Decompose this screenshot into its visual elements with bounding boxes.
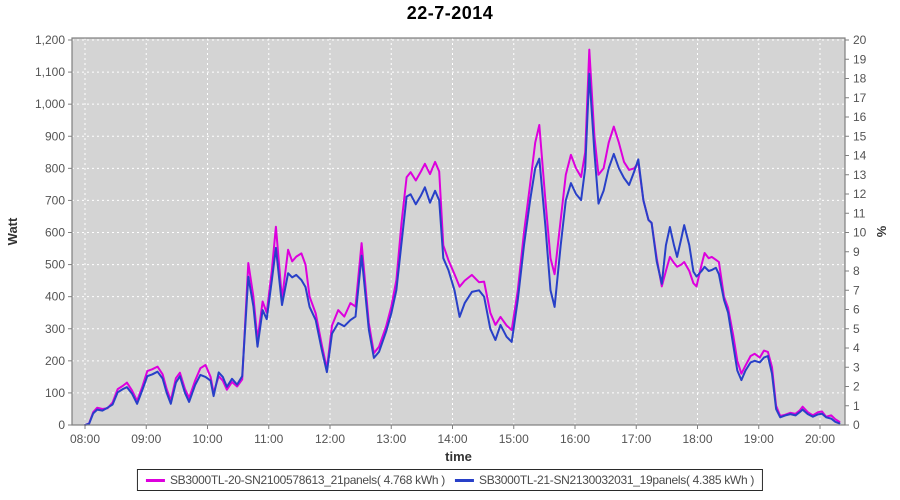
svg-text:5: 5 [853,322,860,336]
svg-text:19:00: 19:00 [744,432,774,446]
svg-text:20:00: 20:00 [805,432,835,446]
axis-ticks [68,39,849,429]
svg-text:17: 17 [853,91,867,105]
svg-text:500: 500 [45,258,65,272]
svg-text:1: 1 [853,399,860,413]
svg-text:15:00: 15:00 [499,432,529,446]
svg-text:0: 0 [853,418,860,432]
svg-text:6: 6 [853,303,860,317]
svg-text:14: 14 [853,149,867,163]
svg-text:13:00: 13:00 [376,432,406,446]
plot-border [71,37,846,426]
gridlines [72,38,845,425]
axis-titles: Watt time% [5,217,889,464]
legend-item-series1: SB3000TL-20-SN2100578613_21panels( 4.768… [145,473,445,487]
y-axis-title-left: Watt [5,217,20,245]
svg-text:100: 100 [45,386,65,400]
svg-text:12: 12 [853,187,867,201]
svg-text:20: 20 [853,33,867,47]
svg-text:800: 800 [45,161,65,175]
svg-text:14:00: 14:00 [437,432,467,446]
series-line-2 [84,72,841,426]
svg-text:900: 900 [45,129,65,143]
svg-text:300: 300 [45,322,65,336]
legend: SB3000TL-20-SN2100578613_21panels( 4.768… [136,469,764,491]
series1-color-swatch [145,478,165,482]
svg-text:16: 16 [853,110,867,124]
series2-color-swatch [455,478,474,482]
series-lines [84,48,841,426]
svg-text:3: 3 [853,360,860,374]
chart-title: 22-7-2014 [406,3,494,23]
svg-text:600: 600 [45,226,65,240]
legend-item-series2: SB3000TL-21-SN2130032031_19panels( 4.385… [455,473,754,487]
svg-text:18: 18 [853,72,867,86]
svg-text:16:00: 16:00 [560,432,590,446]
plot-background [72,38,845,425]
svg-text:9: 9 [853,245,860,259]
axis-tick-labels: 01002003004005006007008009001,0001,1001,… [35,33,867,446]
svg-text:2: 2 [853,380,860,394]
line-chart: 01002003004005006007008009001,0001,1001,… [5,33,889,464]
svg-text:700: 700 [45,193,65,207]
x-axis-title: time [445,449,472,464]
svg-text:08:00: 08:00 [70,432,100,446]
svg-text:1,200: 1,200 [35,33,65,47]
svg-text:0: 0 [58,418,65,432]
svg-text:10: 10 [853,226,867,240]
svg-text:18:00: 18:00 [682,432,712,446]
svg-text:11:00: 11:00 [254,432,283,446]
svg-text:12:00: 12:00 [315,432,345,446]
svg-text:400: 400 [45,290,65,304]
svg-text:1,100: 1,100 [35,65,65,79]
svg-text:19: 19 [853,52,867,66]
svg-text:11: 11 [853,206,866,220]
svg-text:17:00: 17:00 [621,432,651,446]
svg-text:10:00: 10:00 [192,432,222,446]
svg-text:1,000: 1,000 [35,97,65,111]
svg-text:09:00: 09:00 [131,432,161,446]
svg-text:200: 200 [45,354,65,368]
series2-label: SB3000TL-21-SN2130032031_19panels( 4.385… [479,473,755,487]
svg-text:4: 4 [853,341,860,355]
svg-text:8: 8 [853,264,860,278]
svg-text:15: 15 [853,129,867,143]
svg-text:13: 13 [853,168,867,182]
series1-label: SB3000TL-20-SN2100578613_21panels( 4.768… [169,473,445,487]
svg-text:7: 7 [853,283,860,297]
y-axis-title-right: % [874,226,889,238]
